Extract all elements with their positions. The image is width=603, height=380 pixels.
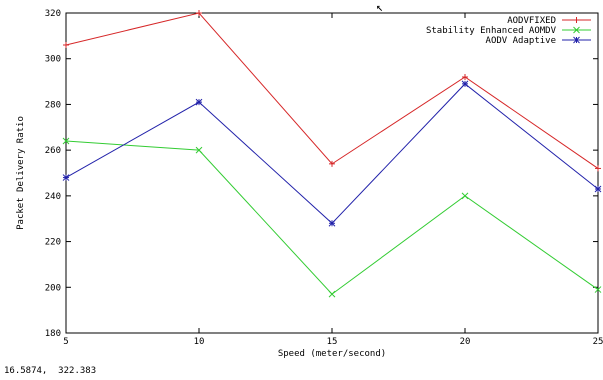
series-0 bbox=[63, 10, 601, 172]
y-axis-title: Packet Delivery Ratio bbox=[16, 116, 26, 230]
line-chart: 5 10 15 20 25 180 200 220 240 260 280 300 320 AODVFI… bbox=[16, 9, 603, 359]
coordinate-readout: 16.5874, 322.383 bbox=[4, 366, 97, 376]
axes bbox=[65, 12, 599, 334]
point-marker bbox=[62, 174, 70, 181]
x-tick-label: 15 bbox=[327, 337, 338, 347]
status-bar: 16.5874, 322.383 bbox=[0, 362, 603, 380]
chart-area: 5 10 15 20 25 180 200 220 240 260 280 300 320 AODVFI… bbox=[16, 9, 603, 359]
point-marker bbox=[594, 185, 602, 193]
y-tick-label: 200 bbox=[45, 283, 61, 293]
series-2 bbox=[62, 80, 602, 227]
y-tick-label: 280 bbox=[45, 100, 61, 110]
point-marker bbox=[461, 192, 469, 200]
plot-frame bbox=[65, 12, 599, 334]
point-marker bbox=[195, 98, 203, 106]
point-marker bbox=[328, 290, 336, 298]
x-tick-label: 5 bbox=[63, 337, 68, 347]
mouse-cursor-icon: ↖ bbox=[376, 0, 384, 14]
x-tick-label: 20 bbox=[460, 337, 471, 347]
y-tick-label: 320 bbox=[45, 9, 61, 19]
legend-label: AODV Adaptive bbox=[486, 36, 556, 46]
legend-label: AODVFIXED bbox=[507, 16, 556, 26]
ticks: 5 10 15 20 25 180 200 220 240 260 280 300 320 bbox=[45, 9, 603, 347]
y-tick-label: 300 bbox=[45, 55, 61, 65]
point-marker bbox=[328, 219, 336, 227]
series-line bbox=[65, 83, 599, 224]
x-axis-title: Speed (meter/second) bbox=[278, 349, 386, 359]
x-tick-label: 25 bbox=[593, 337, 603, 347]
y-tick-label: 180 bbox=[45, 329, 61, 339]
point-marker bbox=[62, 137, 70, 145]
series-1 bbox=[62, 137, 602, 298]
x-tick-label: 10 bbox=[194, 337, 205, 347]
y-tick-label: 220 bbox=[45, 238, 61, 248]
point-marker bbox=[461, 80, 469, 88]
point-marker bbox=[195, 146, 203, 154]
series-layer bbox=[62, 10, 602, 298]
y-tick-label: 240 bbox=[45, 192, 61, 202]
legend-label: Stability Enhanced AOMDV bbox=[426, 26, 557, 36]
point-marker bbox=[594, 286, 602, 293]
y-tick-label: 260 bbox=[45, 146, 61, 156]
point-marker bbox=[573, 36, 580, 44]
point-marker bbox=[573, 26, 580, 34]
